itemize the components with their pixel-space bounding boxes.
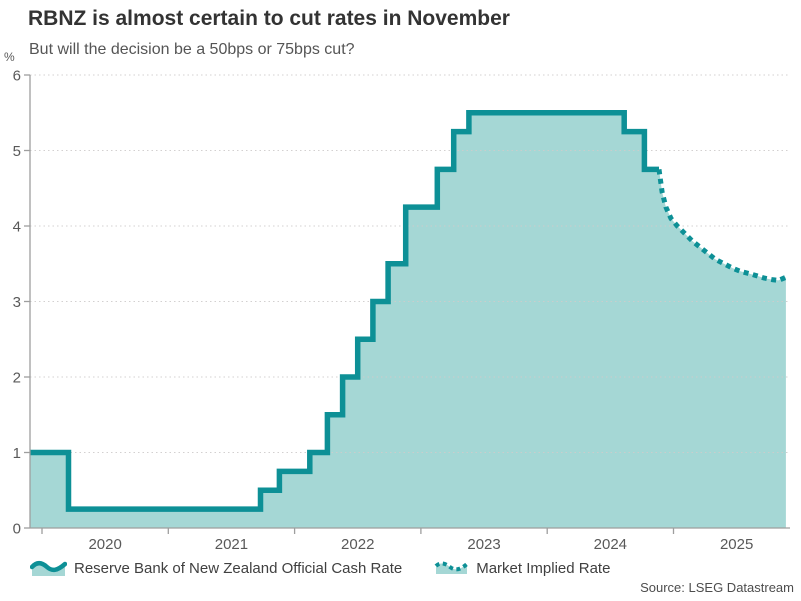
y-tick-label: 2 [13, 369, 21, 386]
chart-legend: Reserve Bank of New Zealand Official Cas… [30, 558, 610, 578]
legend-label: Reserve Bank of New Zealand Official Cas… [74, 559, 403, 577]
y-tick-label: 4 [13, 218, 21, 235]
legend-label: Market Implied Rate [476, 559, 611, 577]
x-tick-label: 2024 [594, 536, 627, 553]
x-tick-label: 2023 [467, 536, 500, 553]
y-axis-unit-label: % [4, 50, 15, 64]
y-tick-label: 5 [13, 143, 21, 160]
implied-rate-line [656, 169, 787, 283]
chart-subtitle: But will the decision be a 50bps or 75bp… [29, 41, 355, 58]
y-tick-label: 6 [13, 67, 21, 84]
y-tick-label: 3 [13, 294, 21, 311]
legend-item-implied: Market Implied Rate [434, 558, 610, 578]
chart-title: RBNZ is almost certain to cut rates in N… [28, 7, 510, 30]
source-attribution: Source: LSEG Datastream [640, 580, 794, 595]
implied-dotted-icon [434, 561, 469, 574]
ocr-line [30, 110, 659, 512]
x-tick-label: 2020 [88, 536, 121, 553]
x-tick-label: 2021 [215, 536, 248, 553]
y-tick-label: 1 [13, 445, 21, 462]
x-tick-label: 2025 [720, 536, 753, 553]
y-tick-label: 0 [13, 520, 21, 537]
legend-item-ocr: Reserve Bank of New Zealand Official Cas… [30, 558, 402, 578]
ocr-area-icon [30, 561, 67, 576]
x-tick-label: 2022 [341, 536, 374, 553]
rate-chart: 0 1 2 3 4 5 6 2020 2021 2022 2023 2024 2025 [13, 67, 790, 553]
rate-area-fill [30, 112, 786, 529]
